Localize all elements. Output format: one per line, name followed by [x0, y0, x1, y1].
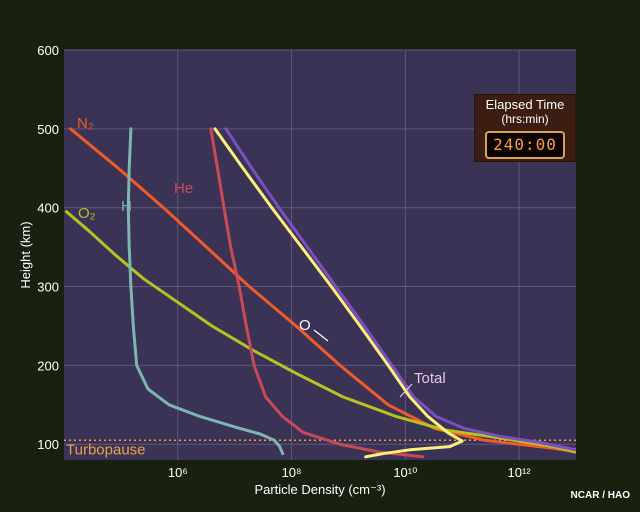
- x-tick-10⁸: 10⁸: [282, 465, 302, 480]
- series-group: [64, 127, 576, 459]
- series-label-4: O: [299, 317, 311, 334]
- credit-text: NCAR / HAO: [571, 490, 631, 501]
- y-tick-100: 100: [37, 437, 59, 452]
- elapsed-time-value: 240:00: [485, 131, 565, 159]
- tick-labels: 100 200 300 400 500 600 10⁶ 10⁸ 10¹⁰ 10¹²: [37, 43, 531, 480]
- y-tick-400: 400: [37, 201, 59, 216]
- elapsed-time-title: Elapsed Time: [485, 97, 565, 112]
- series-line-1: [64, 210, 576, 454]
- x-tick-10¹²: 10¹²: [508, 465, 532, 480]
- turbopause-label: Turbopause: [66, 441, 146, 458]
- total-leader-line: [399, 383, 413, 398]
- series-line-0: [69, 127, 576, 454]
- x-tick-10¹⁰: 10¹⁰: [393, 465, 417, 480]
- series-label-1: O₂: [78, 205, 96, 222]
- y-tick-200: 200: [37, 358, 59, 373]
- elapsed-time-panel: Elapsed Time (hrs:min) 240:00: [474, 94, 576, 162]
- y-tick-500: 500: [37, 122, 59, 137]
- series-line-4: [213, 127, 464, 459]
- series-line-3: [209, 127, 424, 459]
- series-labels: N₂ O₂ H He O Total: [77, 115, 446, 398]
- series-label-2: H: [121, 198, 132, 215]
- y-tick-300: 300: [37, 280, 59, 295]
- series-line-5: [224, 127, 576, 452]
- x-tick-10⁶: 10⁶: [168, 465, 188, 480]
- grid: [64, 49, 576, 460]
- elapsed-time-units: (hrs:min): [501, 112, 549, 126]
- series-label-0: N₂: [77, 115, 94, 132]
- series-label-5: Total: [414, 370, 446, 387]
- series-label-3: He: [174, 180, 193, 197]
- x-axis-label: Particle Density (cm⁻³): [254, 482, 385, 497]
- y-tick-600: 600: [37, 43, 59, 58]
- series-line-2: [126, 127, 285, 456]
- o-leader-line: [313, 329, 329, 342]
- y-axis-label: Height (km): [18, 221, 33, 288]
